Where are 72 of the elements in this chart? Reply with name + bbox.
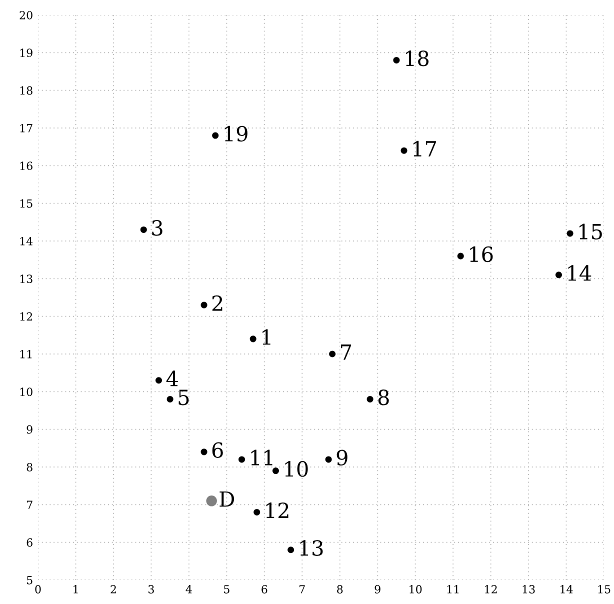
point <box>250 336 256 342</box>
point <box>200 302 208 308</box>
point <box>325 456 332 463</box>
y-tick-label: 11 <box>20 350 32 358</box>
annotation: 13 <box>300 540 323 556</box>
x-tick-label: 2 <box>110 585 116 594</box>
annotation: 18 <box>406 50 429 66</box>
point <box>200 448 208 456</box>
annotation: 5 <box>178 390 189 406</box>
x-tick-label: 12 <box>485 585 497 594</box>
y-tick-label: 18 <box>20 86 32 95</box>
x-tick-label: 14 <box>560 585 573 594</box>
point <box>393 56 400 64</box>
point <box>555 272 562 278</box>
annotation: 17 <box>414 140 436 156</box>
y-tick-label: 19 <box>20 48 32 58</box>
y-tick-label: 15 <box>20 199 32 208</box>
annotation: 7 <box>341 344 352 360</box>
x-tick-label: 7 <box>300 585 305 594</box>
y-tick-label: 16 <box>20 162 32 170</box>
annotation: 3 <box>152 220 162 236</box>
point <box>457 252 464 260</box>
point <box>400 147 408 154</box>
point <box>254 508 260 516</box>
y-tick-label: 5 <box>27 576 32 584</box>
annotation: 2 <box>212 295 222 311</box>
x-tick-label: 3 <box>148 585 154 594</box>
y-tick-label: 10 <box>20 388 32 396</box>
annotation: 4 <box>166 370 178 386</box>
annotation: 8 <box>378 389 389 406</box>
point <box>288 546 294 554</box>
x-tick-label: 9 <box>374 585 380 594</box>
annotation: 6 <box>212 442 223 458</box>
y-tick-label: 7 <box>27 500 32 509</box>
x-tick-label: 1 <box>74 585 78 594</box>
x-tick-label: 13 <box>522 585 535 594</box>
point <box>366 396 374 402</box>
annotation: 15 <box>580 224 602 240</box>
x-tick-label: 6 <box>262 585 268 594</box>
point <box>329 350 336 358</box>
y-tick-label: 12 <box>20 312 32 321</box>
x-tick-label: 0 <box>35 585 41 594</box>
annotation: 9 <box>336 450 348 466</box>
x-tick-label: 10 <box>410 585 422 594</box>
point <box>155 377 162 384</box>
point <box>566 230 574 237</box>
annotation: 19 <box>224 126 248 142</box>
y-tick-label: 13 <box>20 274 32 284</box>
x-tick-label: 11 <box>447 585 459 594</box>
annotation: 12 <box>266 502 288 518</box>
annotation: 10 <box>285 461 308 477</box>
point <box>140 226 147 233</box>
annotation: 14 <box>568 265 592 281</box>
y-tick-label: 9 <box>26 425 32 434</box>
annotation: D <box>220 491 234 507</box>
point <box>166 396 174 402</box>
y-tick-label: 8 <box>26 462 32 472</box>
y-tick-label: 6 <box>26 538 32 547</box>
annotation: 1 <box>262 329 270 345</box>
x-tick-label: 4 <box>186 585 192 594</box>
x-tick-label: 8 <box>337 585 343 594</box>
y-tick-label: 17 <box>20 124 32 132</box>
point <box>272 468 279 474</box>
annotation: 11 <box>251 450 272 466</box>
point <box>212 132 219 139</box>
y-tick-label: 20 <box>20 10 32 20</box>
x-tick-label: 5 <box>224 585 230 594</box>
y-tick-label: 14 <box>20 236 33 246</box>
x-tick-label: 15 <box>598 585 610 594</box>
annotation: 16 <box>470 246 493 262</box>
point <box>206 496 217 506</box>
point <box>238 456 246 463</box>
